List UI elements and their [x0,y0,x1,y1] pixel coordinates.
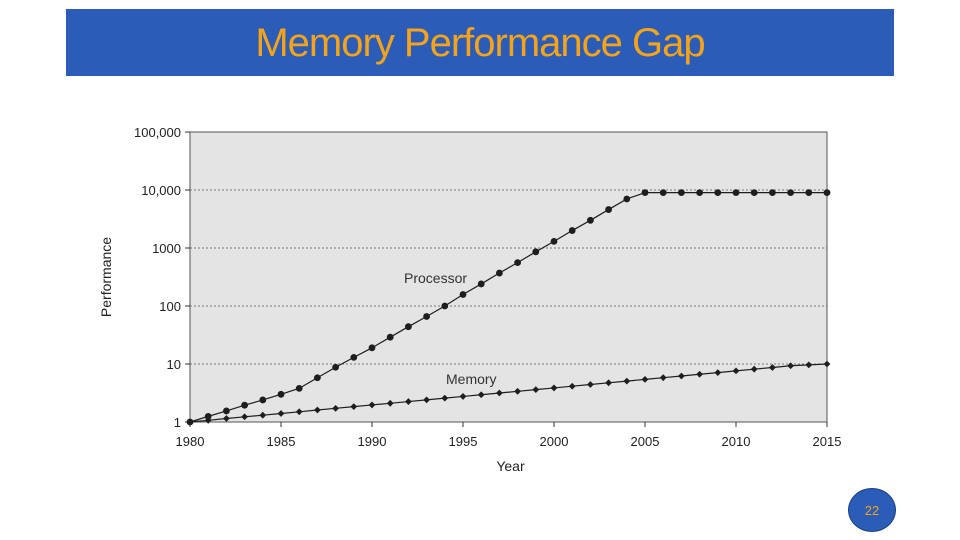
y-tick-label: 100 [159,299,181,314]
data-point [332,363,339,371]
data-point [259,411,267,419]
data-point [805,189,813,197]
data-point [605,379,612,387]
data-point [496,389,503,397]
title-bar: Memory Performance Gap [66,9,894,76]
x-tick-label: 1995 [449,434,478,449]
data-point [368,344,376,352]
data-point [223,415,230,422]
data-point [204,412,212,420]
data-point [386,333,394,341]
x-tick-label: 2000 [540,434,569,449]
data-point [423,396,430,404]
data-point [441,394,449,402]
x-tick-label: 2005 [631,434,660,449]
y-tick-label: 1 [174,415,181,430]
data-point [277,410,285,417]
data-point [823,360,831,368]
data-point [769,364,776,371]
data-point [587,216,594,224]
data-point [386,399,394,407]
slide-title: Memory Performance Gap [255,20,705,65]
data-point [514,387,521,395]
data-point [332,404,339,412]
data-point [678,189,685,197]
data-point [514,259,521,267]
data-point [550,237,558,245]
data-point [732,367,740,375]
data-point [532,386,540,393]
data-point [769,189,776,197]
y-tick-label: 100,000 [134,125,181,140]
y-tick-label: 10 [167,357,181,372]
data-point [241,413,248,421]
series-memory [186,360,831,426]
data-point [459,393,467,400]
y-axis-label: Performance [98,237,114,317]
data-point [623,195,631,203]
data-point [659,374,667,382]
y-tick-label: 10,000 [141,183,181,198]
data-point [295,384,303,392]
x-axis-label: Year [496,458,525,474]
data-point [477,391,485,399]
data-point [368,401,376,409]
data-point [277,390,285,398]
data-point [587,381,594,388]
data-point [423,313,430,320]
processor-annotation: Processor [404,270,467,286]
data-point [441,302,449,310]
data-point [605,206,612,213]
data-point [259,396,267,404]
data-point [623,377,631,385]
data-point [805,361,813,369]
data-point [405,323,412,331]
data-point [678,372,685,380]
y-tick-label: 1000 [152,241,181,256]
series-processor [186,189,831,426]
data-point [350,403,358,411]
data-point [732,189,740,197]
x-tick-label: 2010 [722,434,751,449]
x-tick-label: 1990 [358,434,387,449]
data-point [568,382,576,390]
page-number-badge: 22 [848,488,896,532]
data-point [750,189,758,197]
data-point [823,189,831,197]
plot-area [189,131,828,423]
data-point [787,362,794,370]
data-point [496,269,503,277]
data-point [659,189,667,197]
memory-annotation: Memory [446,371,497,387]
page-number: 22 [864,502,880,518]
data-point [568,227,576,234]
data-point [641,189,649,197]
data-point [204,416,212,424]
data-point [241,401,249,409]
data-point [405,398,412,405]
data-point [696,370,703,378]
data-point [787,189,794,197]
data-point [314,374,321,382]
data-point [714,369,722,376]
data-point [350,353,358,361]
x-tick-label: 1980 [176,434,205,449]
data-point [459,291,467,298]
data-point [696,189,703,197]
data-point [550,384,558,392]
data-point [750,365,758,373]
data-point [477,280,485,288]
data-point [532,248,540,256]
data-point [314,406,321,414]
x-tick-label: 2015 [813,434,842,449]
data-point [641,375,649,383]
data-point [186,418,194,426]
x-tick-label: 1985 [267,434,296,449]
data-point [714,189,722,197]
data-point [223,407,230,415]
data-point [295,408,303,416]
